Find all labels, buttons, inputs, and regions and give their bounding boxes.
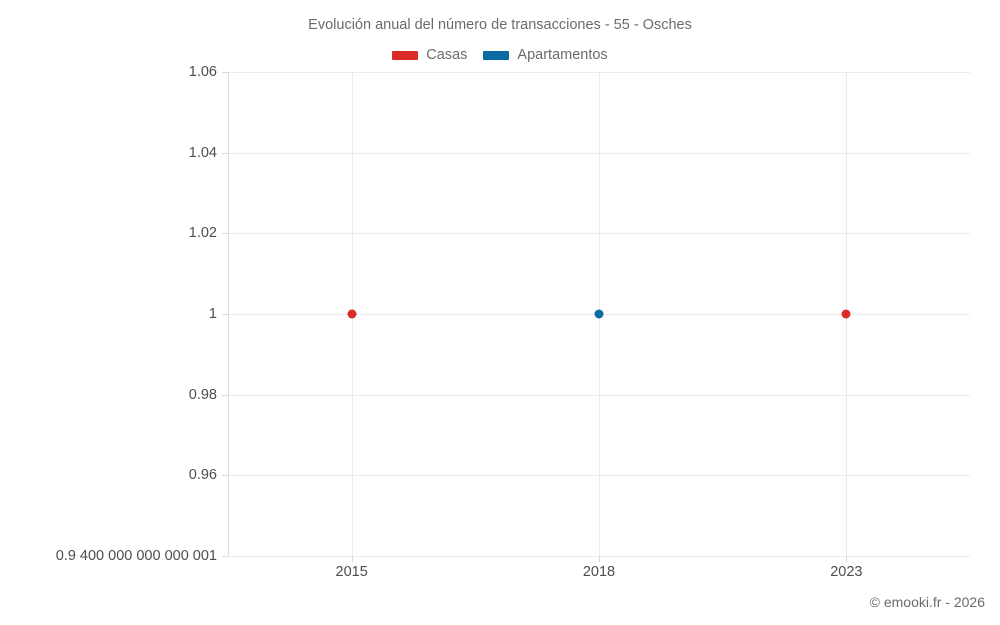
y-axis-tick-mark <box>222 152 228 154</box>
y-axis-tick-label: 0.98 <box>188 386 217 403</box>
x-axis-tick-mark <box>599 556 600 562</box>
y-axis-tick-mark <box>222 556 228 557</box>
footer-credit: © emooki.fr - 2026 <box>869 594 985 610</box>
y-axis-tick-mark <box>222 314 228 315</box>
y-axis-tick-mark <box>222 233 228 235</box>
x-axis-tick-label: 2023 <box>830 564 863 580</box>
y-axis-tick-label: 1 <box>208 306 217 322</box>
x-axis-tick-label: 2015 <box>335 564 368 580</box>
legend-item-apartamentos[interactable]: Apartamentos <box>483 47 608 63</box>
y-axis-tick-label: 1.06 <box>188 64 217 80</box>
chart-legend: Casas Apartamentos <box>0 45 1000 65</box>
legend-item-casas[interactable]: Casas <box>392 47 467 63</box>
y-axis-tick-mark <box>222 475 228 477</box>
legend-swatch-apartamentos <box>483 50 510 60</box>
plot-area <box>228 72 970 557</box>
data-point[interactable] <box>841 309 851 319</box>
legend-label-casas: Casas <box>426 47 468 63</box>
x-axis-tick-mark <box>846 556 848 562</box>
y-axis-tick-label: 1.02 <box>188 225 217 242</box>
x-axis-tick-label: 2018 <box>582 564 616 580</box>
legend-swatch-casas <box>392 50 419 60</box>
y-axis-tick-mark <box>222 394 228 396</box>
data-point[interactable] <box>594 309 604 319</box>
y-axis-tick-label: 0.96 <box>188 467 217 484</box>
y-axis-tick-label: 1.04 <box>188 144 217 161</box>
x-axis-tick-mark <box>351 556 353 562</box>
data-point[interactable] <box>347 309 357 319</box>
chart-title: Evolución anual del número de transaccio… <box>308 17 692 33</box>
legend-label-apartamentos: Apartamentos <box>517 47 608 63</box>
y-axis-tick-label: 0.9 400 000 000 000 001 <box>55 548 217 564</box>
y-axis-tick-mark <box>222 72 228 73</box>
